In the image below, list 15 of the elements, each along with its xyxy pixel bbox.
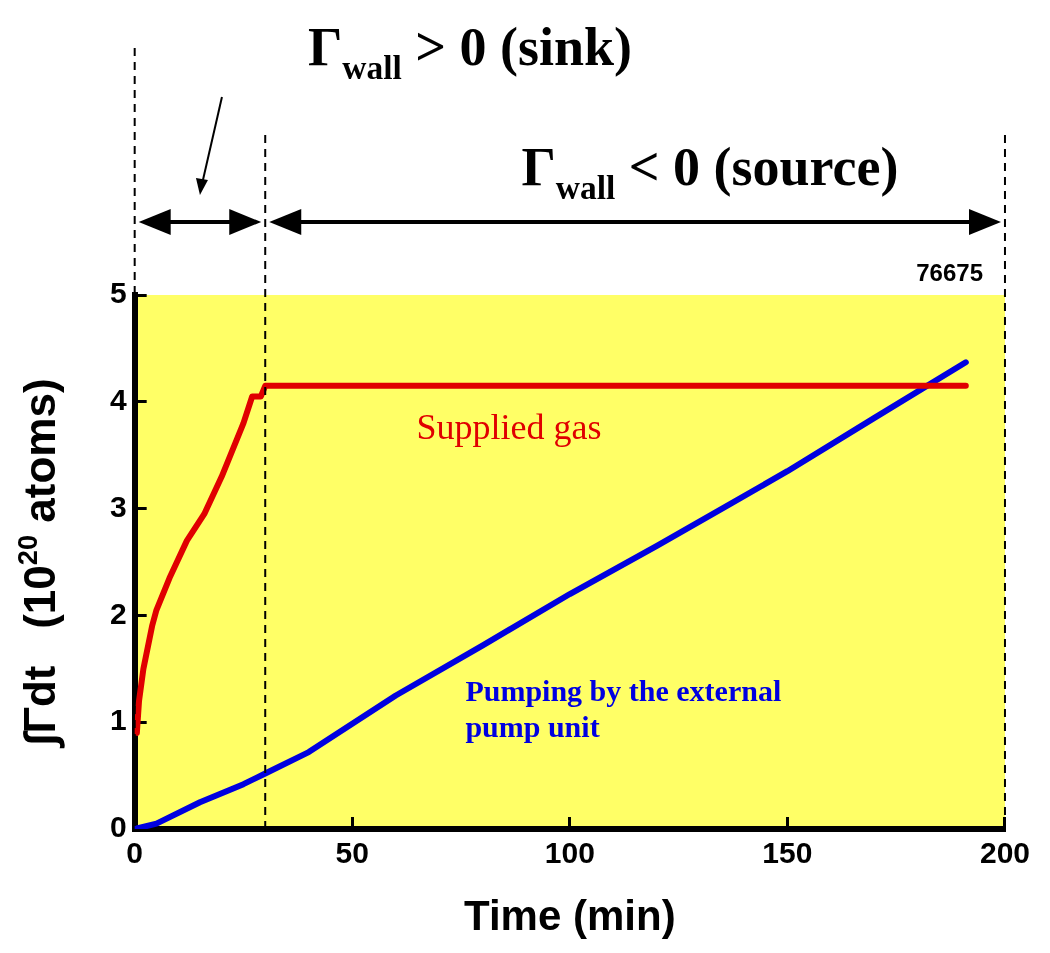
y-tick-label: 4 — [110, 383, 127, 417]
y-tick-label: 1 — [110, 703, 127, 737]
y-tick-label: 0 — [110, 810, 127, 844]
x-tick-label: 100 — [544, 836, 595, 870]
text: 76675 — [916, 259, 983, 286]
series-label: Pumping by the external pump unit — [465, 673, 782, 743]
y-tick-label: 5 — [110, 276, 127, 310]
y-tick-label: 3 — [110, 489, 127, 523]
y-tick-label: 2 — [110, 596, 127, 630]
x-tick-label: 150 — [762, 836, 813, 870]
y-axis-title: ∫Γdt (1020 atoms) — [12, 378, 65, 749]
x-tick-label: 200 — [979, 836, 1030, 870]
x-axis-title: Time (min) — [464, 892, 676, 939]
x-tick-label: 50 — [335, 836, 369, 870]
series-label: Supplied gas — [416, 407, 602, 448]
